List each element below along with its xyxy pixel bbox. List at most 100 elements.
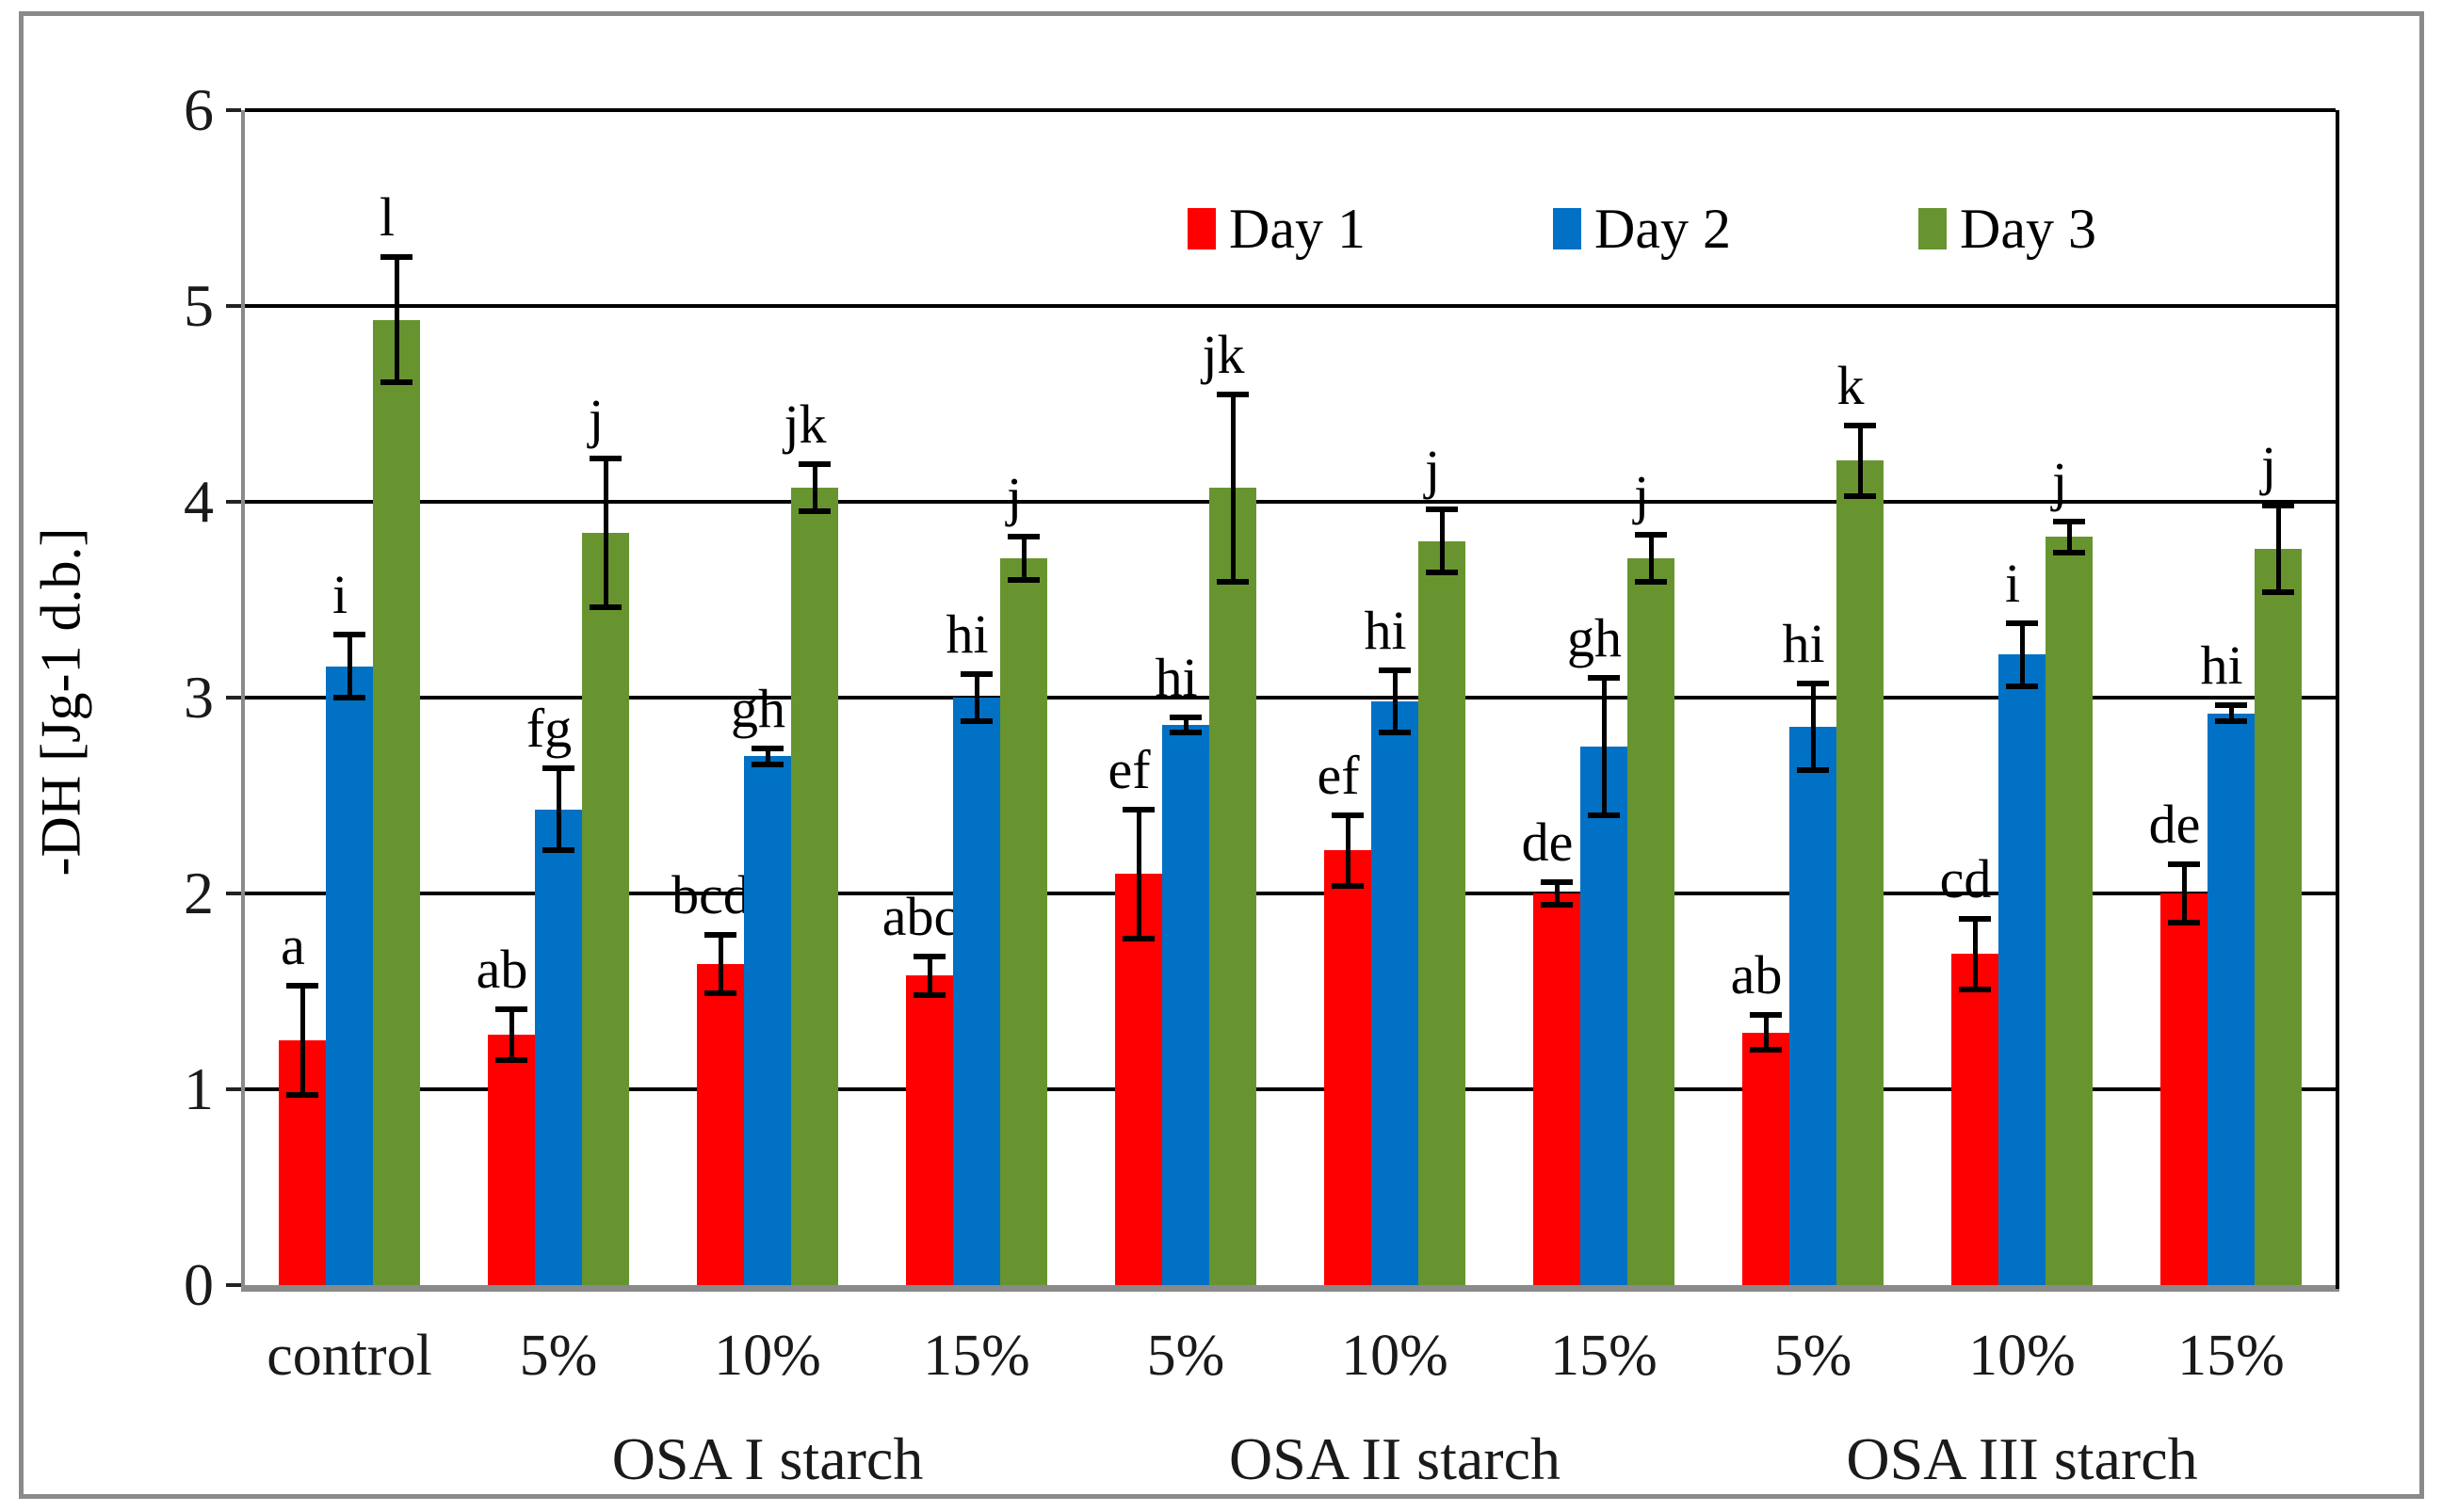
sig-letter-hi-g5: hi xyxy=(1364,599,1407,661)
error-bar-cap-bottom xyxy=(286,1092,318,1099)
bar-day3-15%-g6 xyxy=(1627,558,1674,1285)
sig-letter-hi-g3: hi xyxy=(946,603,989,666)
bar-day1-5%-g1 xyxy=(488,1034,535,1285)
error-bar-cap-bottom xyxy=(1635,579,1667,586)
legend-item-day-1: Day 1 xyxy=(1188,201,1366,257)
bar-day1-10%-g2 xyxy=(697,963,744,1285)
legend-swatch-icon xyxy=(1553,208,1581,249)
x-tick-label-10%-g5: 10% xyxy=(1341,1324,1448,1388)
error-bar-cap-bottom xyxy=(1332,882,1364,889)
error-bar-stem xyxy=(394,257,399,383)
gridline-y-2 xyxy=(245,892,2336,895)
error-bar-cap-bottom xyxy=(495,1056,527,1063)
error-bar-cap-bottom xyxy=(1426,569,1458,575)
error-bar-cap-top xyxy=(495,1005,527,1012)
error-bar-cap-top xyxy=(704,931,736,938)
y-tick-label-3: 3 xyxy=(184,664,214,731)
legend-label: Day 1 xyxy=(1229,198,1366,260)
bar-day2-10%-g5 xyxy=(1371,701,1418,1285)
error-bar-cap-bottom xyxy=(1750,1047,1782,1054)
bar-day3-15%-g3 xyxy=(1000,558,1047,1285)
error-bar-cap-bottom xyxy=(380,379,412,386)
y-axis-tick xyxy=(226,696,241,700)
sig-letter-k-g7: k xyxy=(1836,354,1865,416)
error-bar-stem xyxy=(1021,537,1027,581)
sig-letter-hi-g9: hi xyxy=(2200,635,2243,697)
error-bar-cap-bottom xyxy=(542,847,574,854)
error-bar-cap-bottom xyxy=(2053,550,2085,556)
bar-day3-15%-g9 xyxy=(2255,548,2302,1285)
bar-day3-5%-g1 xyxy=(582,533,629,1285)
sig-letter-hi-g4: hi xyxy=(1155,646,1198,708)
error-bar-cap-bottom xyxy=(914,992,946,999)
error-bar-cap-bottom xyxy=(1123,935,1155,941)
error-bar-cap-bottom xyxy=(333,695,365,700)
error-bar-stem xyxy=(2019,622,2025,686)
sig-letter-abc-g3: abc xyxy=(881,885,959,947)
error-bar-stem xyxy=(1810,684,1816,770)
group-label-osa-ii-starch: OSA II starch xyxy=(1229,1425,1561,1492)
error-bar-cap-bottom xyxy=(1797,766,1829,773)
error-bar-stem xyxy=(1392,669,1398,733)
error-bar-stem xyxy=(765,748,770,764)
error-bar-cap-bottom xyxy=(2006,683,2038,689)
error-bar-cap-top xyxy=(1170,714,1202,720)
gridline-y-6 xyxy=(245,108,2336,112)
sig-letter-ef-g4: ef xyxy=(1108,738,1151,800)
sig-letter-j-g1: j xyxy=(588,388,605,450)
error-bar-stem xyxy=(2275,506,2281,592)
bar-day3-10%-g2 xyxy=(791,488,838,1285)
error-bar-cap-top xyxy=(752,746,784,752)
bar-day2-15%-g6 xyxy=(1580,747,1627,1285)
sig-letter-j-g5: j xyxy=(1424,439,1441,501)
sig-letter-i-g0: i xyxy=(332,564,348,626)
error-bar-cap-top xyxy=(1332,812,1364,818)
error-bar-cap-top xyxy=(2262,503,2294,509)
y-tick-label-5: 5 xyxy=(184,272,214,339)
legend-swatch-icon xyxy=(1918,208,1947,249)
sig-letter-l-g0: l xyxy=(379,186,396,248)
sig-letter-jk-g2: jk xyxy=(784,394,827,456)
y-axis-tick xyxy=(226,892,241,895)
sig-letter-ef-g5: ef xyxy=(1317,744,1360,806)
error-bar-cap-bottom xyxy=(1170,730,1202,736)
x-tick-label-5%-g7: 5% xyxy=(1773,1324,1852,1388)
x-tick-label-5%-g4: 5% xyxy=(1146,1324,1225,1388)
sig-letter-a-g0: a xyxy=(281,914,305,976)
y-tick-label-6: 6 xyxy=(184,76,214,143)
y-tick-label-0: 0 xyxy=(184,1251,214,1318)
error-bar-stem xyxy=(1230,394,1236,583)
error-bar-cap-top xyxy=(590,456,622,462)
error-bar-cap-bottom xyxy=(1541,902,1573,909)
error-bar-cap-top xyxy=(1844,422,1876,428)
error-bar-cap-top xyxy=(2168,861,2200,867)
error-bar-stem xyxy=(1183,716,1189,733)
error-bar-cap-top xyxy=(1379,667,1411,673)
error-bar-cap-bottom xyxy=(2215,717,2247,724)
sig-letter-bcd-g2: bcd xyxy=(671,863,751,925)
error-bar-cap-bottom xyxy=(752,761,784,767)
error-bar-stem xyxy=(1136,809,1141,939)
bar-day1-10%-g5 xyxy=(1324,850,1371,1285)
error-bar-stem xyxy=(603,458,608,608)
sig-letter-j-g9: j xyxy=(2260,435,2277,497)
x-tick-label-15%-g3: 15% xyxy=(923,1324,1030,1388)
error-bar-cap-top xyxy=(914,953,946,959)
sig-letter-de-g6: de xyxy=(1521,811,1574,873)
error-bar-cap-bottom xyxy=(1959,986,1991,992)
bar-day1-15%-g3 xyxy=(906,975,953,1285)
error-bar-stem xyxy=(347,635,352,698)
error-bar-cap-bottom xyxy=(961,717,993,724)
error-bar-cap-top xyxy=(799,461,831,468)
x-axis-line xyxy=(241,1285,2339,1292)
error-bar-cap-top xyxy=(1217,391,1249,397)
bar-day2-5%-g4 xyxy=(1162,725,1209,1285)
error-bar-cap-top xyxy=(1750,1011,1782,1018)
y-axis-tick xyxy=(226,304,241,308)
sig-letter-de-g9: de xyxy=(2148,793,2201,855)
error-bar-stem xyxy=(812,464,817,512)
gridline-y-4 xyxy=(245,500,2336,504)
bar-day3-control-g0 xyxy=(373,319,420,1285)
bar-day2-10%-g8 xyxy=(1998,654,2046,1285)
